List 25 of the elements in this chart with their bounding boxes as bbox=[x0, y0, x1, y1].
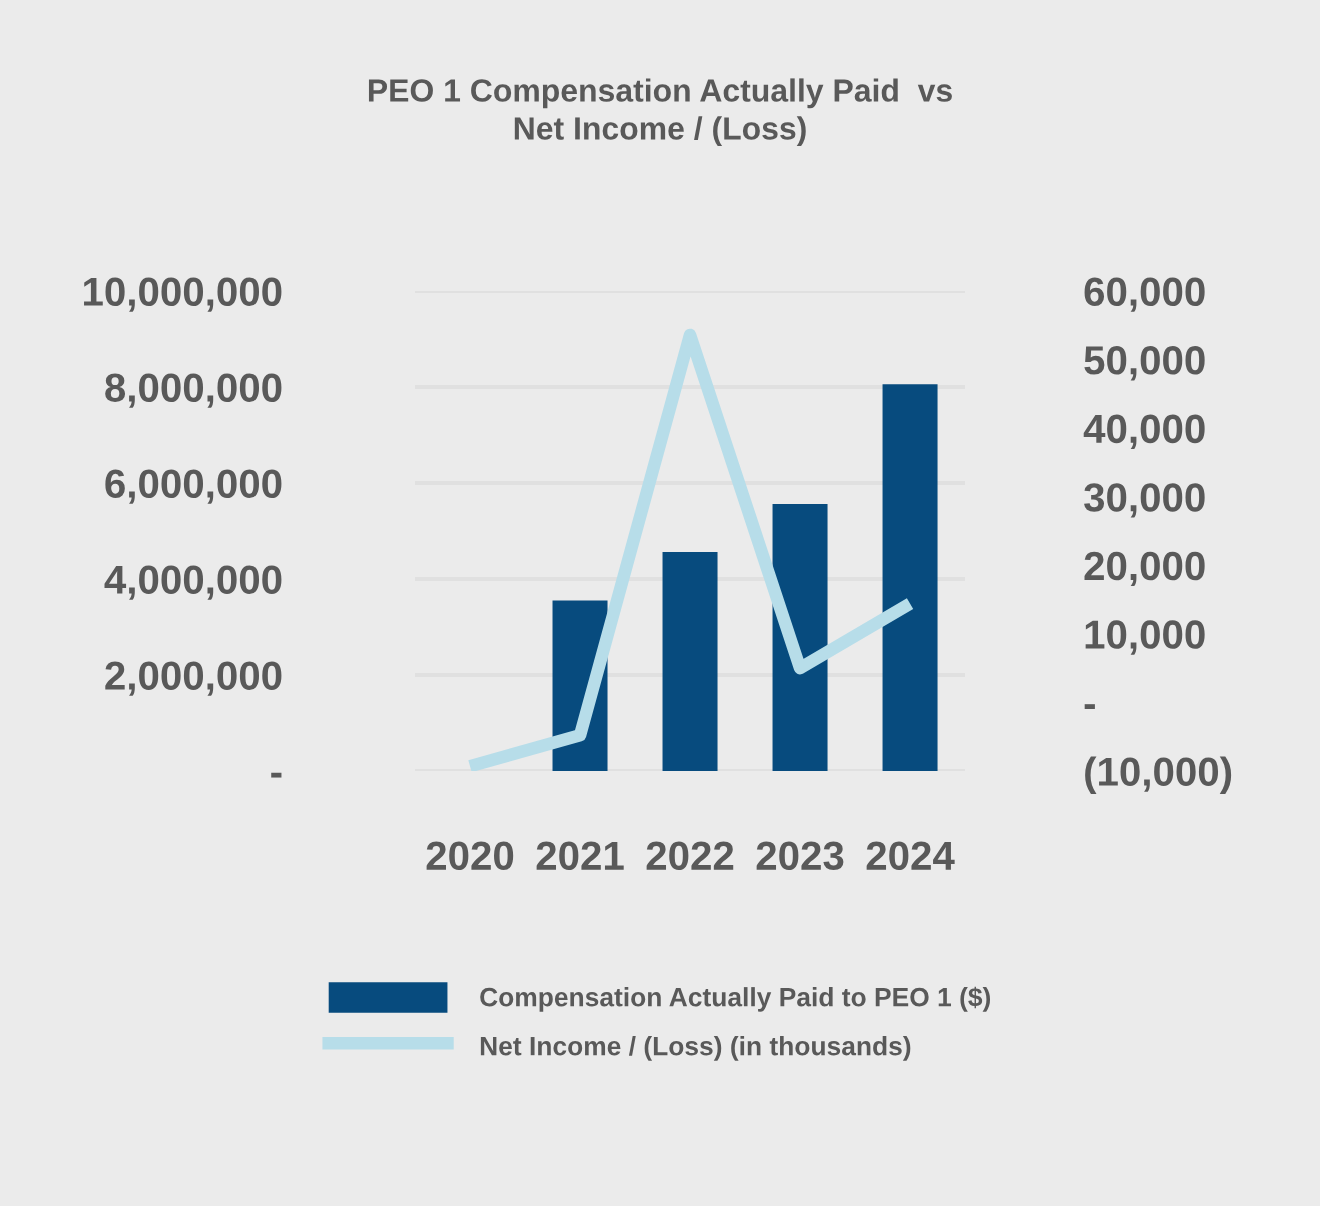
y-tick-label: 4,000,000 bbox=[104, 565, 282, 600]
x-tick-label: 2020 bbox=[426, 841, 514, 871]
y2-tick-label: 10,000 bbox=[1085, 620, 1205, 655]
y-tick-label: 8,000,000 bbox=[105, 373, 282, 408]
x-tick-label: 2021 bbox=[536, 841, 624, 871]
x-tick-label: 2023 bbox=[756, 841, 844, 871]
bar bbox=[882, 384, 938, 771]
y2-tick-label: (10,000) bbox=[1085, 756, 1232, 794]
bar bbox=[662, 552, 718, 771]
legend-label: Compensation Actually Paid to PEO 1 ($) bbox=[480, 986, 991, 1012]
y2-tick-label: 30,000 bbox=[1084, 483, 1205, 518]
y2-tick-label: - bbox=[1084, 704, 1095, 709]
legend-label: Net Income / (Loss) (in thousands) bbox=[480, 1036, 911, 1061]
y-tick-label: 6,000,000 bbox=[105, 469, 282, 504]
bar bbox=[772, 504, 828, 771]
y-tick-label: 2,000,000 bbox=[105, 661, 282, 696]
x-tick-label: 2024 bbox=[866, 841, 955, 871]
x-tick-label: 2022 bbox=[646, 841, 734, 871]
y2-tick-label: 50,000 bbox=[1084, 346, 1205, 381]
y-tick-label: 10,000,000 bbox=[84, 277, 282, 312]
chart-title: PEO 1 Compensation Actually Paid vs Net Income / (Loss) bbox=[368, 78, 952, 147]
y-tick-label: - bbox=[271, 772, 282, 778]
y2-tick-label: 60,000 bbox=[1084, 277, 1205, 312]
y2-tick-label: 20,000 bbox=[1084, 551, 1205, 587]
y2-tick-label: 40,000 bbox=[1083, 414, 1205, 449]
